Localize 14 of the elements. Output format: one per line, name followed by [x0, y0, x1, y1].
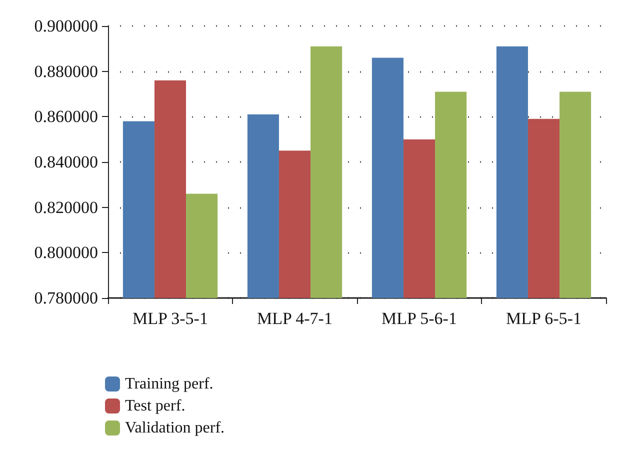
x-tick-label: MLP 6-5-1: [506, 309, 582, 328]
legend-label: Validation perf.: [125, 420, 225, 436]
x-tick-label: MLP 3-5-1: [132, 309, 208, 328]
x-tick-label: MLP 4-7-1: [257, 309, 332, 328]
y-tick-label: 0.800000: [34, 243, 98, 262]
y-tick-label: 0.880000: [34, 62, 98, 81]
y-tick-label: 0.840000: [34, 152, 98, 172]
legend-label: Test perf.: [125, 398, 186, 414]
y-tick-label: 0.780000: [34, 288, 98, 308]
legend-label: Training perf.: [125, 376, 214, 392]
x-tick-label: MLP 5-6-1: [382, 309, 457, 328]
y-tick-label: 0.820000: [34, 198, 98, 217]
y-tick-label: 0.900000: [34, 16, 98, 36]
y-tick-label: 0.860000: [34, 107, 98, 126]
